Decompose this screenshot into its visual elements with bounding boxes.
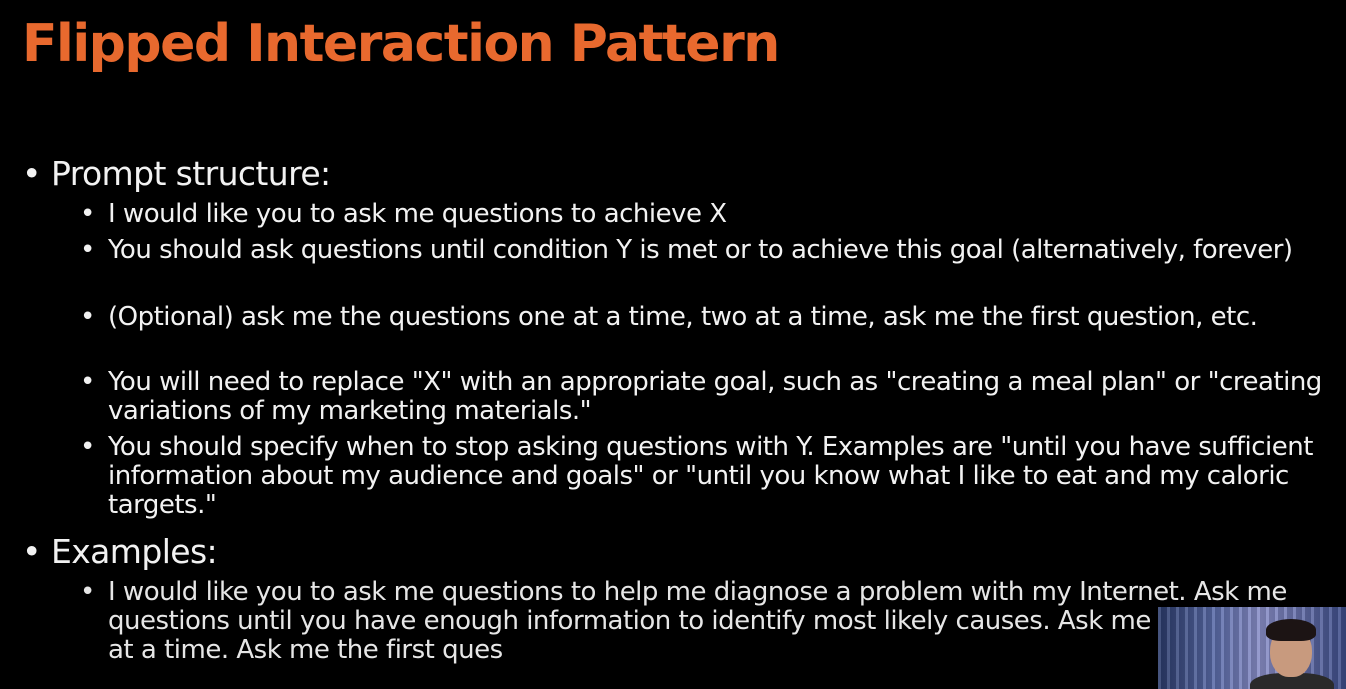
section-label: Prompt structure: [51, 154, 331, 193]
list-item-text: You should ask questions until condition… [108, 235, 1293, 265]
section-heading-examples: • Examples: [22, 532, 218, 571]
list-item: • I would like you to ask me questions t… [80, 578, 1330, 665]
bullet: • [80, 302, 95, 332]
list-item-text: You will need to replace "X" with an app… [108, 367, 1322, 426]
bullet: • [80, 367, 95, 397]
presenter-body [1250, 673, 1334, 689]
bullet: • [22, 154, 41, 193]
presenter-hair [1266, 619, 1316, 641]
list-item-text: I would like you to ask me questions to … [108, 577, 1322, 665]
list-item: • You should specify when to stop asking… [80, 433, 1330, 520]
slide-title: Flipped Interaction Pattern [22, 14, 780, 74]
list-item: • I would like you to ask me questions t… [80, 200, 1330, 229]
list-item-text: You should specify when to stop asking q… [108, 432, 1313, 520]
bullet: • [80, 199, 95, 229]
list-item: • You should ask questions until conditi… [80, 236, 1330, 265]
bullet: • [80, 577, 95, 607]
section-label: Examples: [51, 532, 218, 571]
list-item-text: I would like you to ask me questions to … [108, 199, 727, 229]
bullet: • [80, 235, 95, 265]
presenter-webcam-thumbnail [1158, 607, 1346, 689]
bullet: • [80, 432, 95, 462]
list-item-text: (Optional) ask me the questions one at a… [108, 302, 1258, 332]
bullet: • [22, 532, 41, 571]
section-heading-prompt-structure: • Prompt structure: [22, 155, 331, 193]
list-item: • You will need to replace "X" with an a… [80, 368, 1330, 426]
list-item: • (Optional) ask me the questions one at… [80, 303, 1330, 332]
